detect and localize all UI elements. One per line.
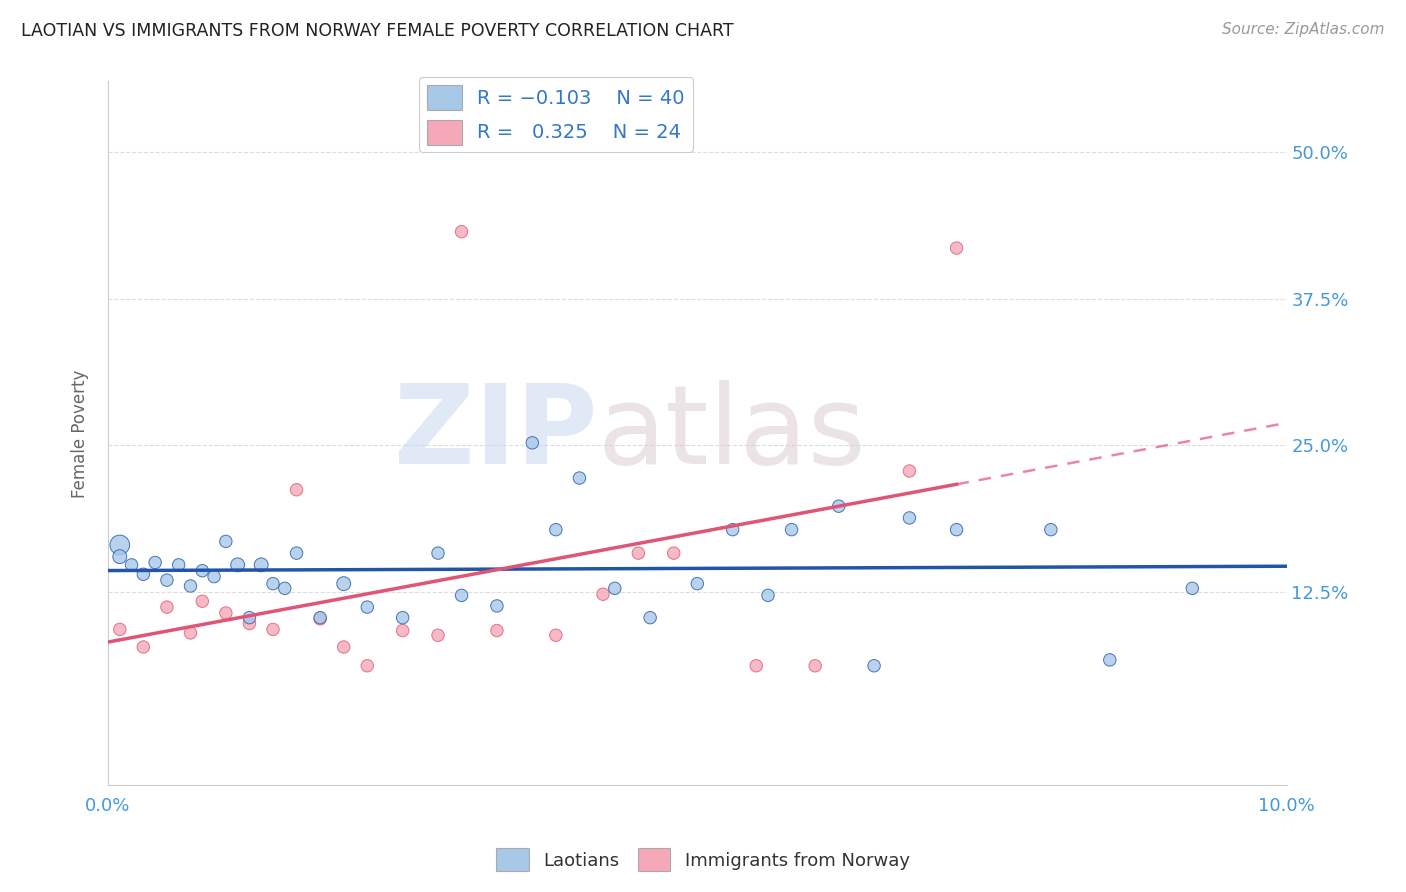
Text: atlas: atlas xyxy=(598,380,866,487)
Point xyxy=(780,523,803,537)
Point xyxy=(485,599,508,613)
Point xyxy=(332,640,354,654)
Point xyxy=(215,534,238,549)
Point xyxy=(721,523,744,537)
Point xyxy=(1181,582,1204,596)
Point xyxy=(262,576,284,591)
Point xyxy=(238,616,260,631)
Point xyxy=(898,464,921,478)
Point xyxy=(522,435,544,450)
Point xyxy=(156,600,179,615)
Point xyxy=(143,556,166,570)
Text: ZIP: ZIP xyxy=(394,380,598,487)
Point xyxy=(191,594,214,608)
Point xyxy=(179,626,201,640)
Point xyxy=(132,640,155,654)
Legend: Laotians, Immigrants from Norway: Laotians, Immigrants from Norway xyxy=(489,841,917,879)
Point xyxy=(285,483,308,497)
Point xyxy=(121,558,143,572)
Point xyxy=(863,658,886,673)
Point xyxy=(108,549,131,564)
Point xyxy=(686,576,709,591)
Point xyxy=(226,558,249,572)
Point xyxy=(592,587,614,601)
Text: LAOTIAN VS IMMIGRANTS FROM NORWAY FEMALE POVERTY CORRELATION CHART: LAOTIAN VS IMMIGRANTS FROM NORWAY FEMALE… xyxy=(21,22,734,40)
Point xyxy=(356,658,378,673)
Point xyxy=(238,610,260,624)
Point xyxy=(202,569,225,583)
Point xyxy=(274,582,297,596)
Point xyxy=(285,546,308,560)
Point xyxy=(450,225,472,239)
Point xyxy=(627,546,650,560)
Point xyxy=(745,658,768,673)
Point xyxy=(568,471,591,485)
Point xyxy=(191,564,214,578)
Point xyxy=(756,588,779,602)
Point xyxy=(167,558,190,572)
Text: Source: ZipAtlas.com: Source: ZipAtlas.com xyxy=(1222,22,1385,37)
Point xyxy=(945,523,967,537)
Point xyxy=(427,628,450,642)
Point xyxy=(309,612,332,626)
Point xyxy=(485,624,508,638)
Point xyxy=(391,610,413,624)
Point xyxy=(132,567,155,582)
Point xyxy=(638,610,661,624)
Point xyxy=(356,600,378,615)
Point xyxy=(215,606,238,620)
Point xyxy=(427,546,450,560)
Point xyxy=(1098,653,1121,667)
Point xyxy=(1039,523,1062,537)
Legend: R = −0.103    N = 40, R =   0.325    N = 24: R = −0.103 N = 40, R = 0.325 N = 24 xyxy=(419,77,693,153)
Point xyxy=(108,538,131,552)
Point xyxy=(898,511,921,525)
Point xyxy=(662,546,685,560)
Point xyxy=(179,579,201,593)
Point xyxy=(804,658,827,673)
Point xyxy=(544,523,567,537)
Point xyxy=(332,576,354,591)
Point xyxy=(544,628,567,642)
Y-axis label: Female Poverty: Female Poverty xyxy=(72,369,89,498)
Point xyxy=(945,241,967,255)
Point xyxy=(262,623,284,637)
Point xyxy=(309,610,332,624)
Point xyxy=(391,624,413,638)
Point xyxy=(450,588,472,602)
Point xyxy=(108,623,131,637)
Point xyxy=(828,499,851,513)
Point xyxy=(250,558,273,572)
Point xyxy=(603,582,626,596)
Point xyxy=(156,573,179,587)
